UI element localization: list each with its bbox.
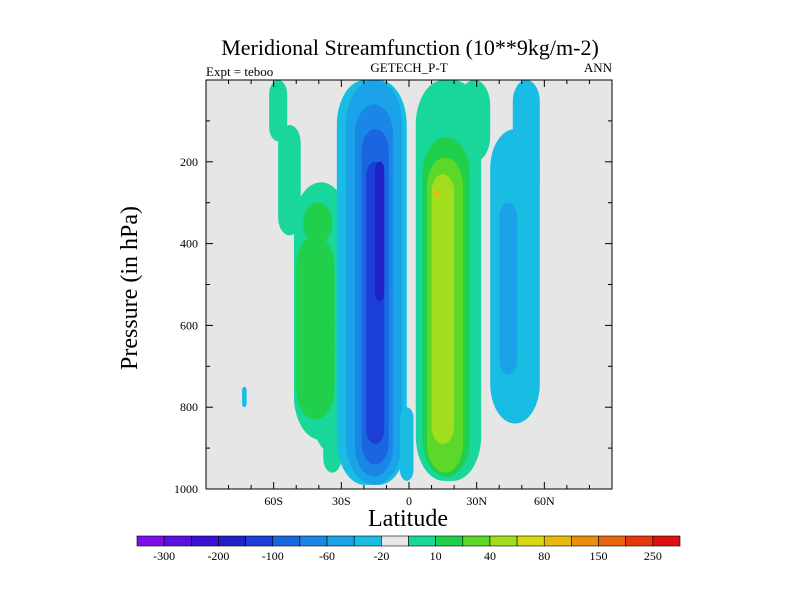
x-tick-label: 60N: [534, 494, 555, 508]
colorbar-swatch: [462, 535, 491, 547]
colorbar-swatch: [571, 535, 599, 547]
contour-region-level-1: [278, 124, 301, 236]
colorbar-swatch: [435, 535, 464, 547]
colorbar-label: 40: [484, 549, 496, 563]
x-tick-label: 30N: [466, 494, 487, 508]
x-tick-label: 60S: [264, 494, 283, 508]
colorbar-label: -300: [153, 549, 175, 563]
y-tick-label: 800: [180, 400, 198, 414]
contour-region-level-4: [431, 174, 455, 445]
colorbar-label: 250: [644, 549, 662, 563]
colorbar-swatch: [489, 535, 518, 547]
colorbar-swatch: [516, 535, 545, 547]
contour-region-level-1: [269, 80, 288, 142]
colorbar-label: -200: [207, 549, 229, 563]
contour-region-level-6: [433, 190, 441, 197]
colorbar-swatch: [272, 535, 301, 547]
contour-region-level--1: [512, 80, 540, 203]
experiment-label: Expt = teboo: [206, 64, 273, 79]
colorbar-swatch: [299, 535, 328, 547]
season-label: ANN: [584, 60, 613, 75]
y-axis-label: Pressure (in hPa): [117, 206, 143, 370]
contour-region-level--6: [375, 161, 385, 301]
colorbar-swatch: [326, 535, 355, 547]
colorbar-swatch: [245, 535, 274, 547]
colorbar-swatch: [191, 535, 219, 547]
contour-region-level--2: [499, 202, 518, 375]
colorbar-swatch: [408, 535, 436, 547]
colorbar-swatch: [163, 535, 192, 547]
colorbar-label: -100: [262, 549, 284, 563]
colorbar-label: 10: [430, 549, 442, 563]
x-tick-label: 30S: [332, 494, 351, 508]
y-tick-label: 400: [180, 237, 198, 251]
contour-region-level-2: [302, 202, 333, 244]
colorbar-swatch: [543, 535, 572, 547]
contour-region-level--1: [399, 407, 414, 481]
colorbar-label: -60: [319, 549, 335, 563]
contour-region-level-1: [458, 80, 491, 162]
y-tick-label: 200: [180, 155, 198, 169]
colorbar-swatch: [381, 535, 409, 547]
chart-title: Meridional Streamfunction (10**9kg/m-2): [221, 35, 599, 60]
colorbar-swatch: [136, 535, 165, 547]
x-tick-label: 0: [406, 494, 412, 508]
colorbar-swatch: [353, 535, 382, 547]
colorbar-swatch: [652, 535, 681, 547]
x-axis-label: Latitude: [368, 506, 448, 532]
colorbar-swatch: [625, 535, 654, 547]
colorbar-swatch: [218, 535, 246, 547]
colorbar-label: -20: [373, 549, 389, 563]
contour-region-level-2: [296, 235, 335, 420]
colorbar-swatch: [598, 535, 626, 547]
contour-region-level--1: [242, 386, 247, 408]
colorbar-label: 150: [590, 549, 608, 563]
model-label: GETECH_P-T: [370, 60, 447, 75]
y-tick-label: 600: [180, 318, 198, 332]
y-tick-label: 1000: [174, 482, 198, 496]
colorbar-label: 80: [538, 549, 550, 563]
